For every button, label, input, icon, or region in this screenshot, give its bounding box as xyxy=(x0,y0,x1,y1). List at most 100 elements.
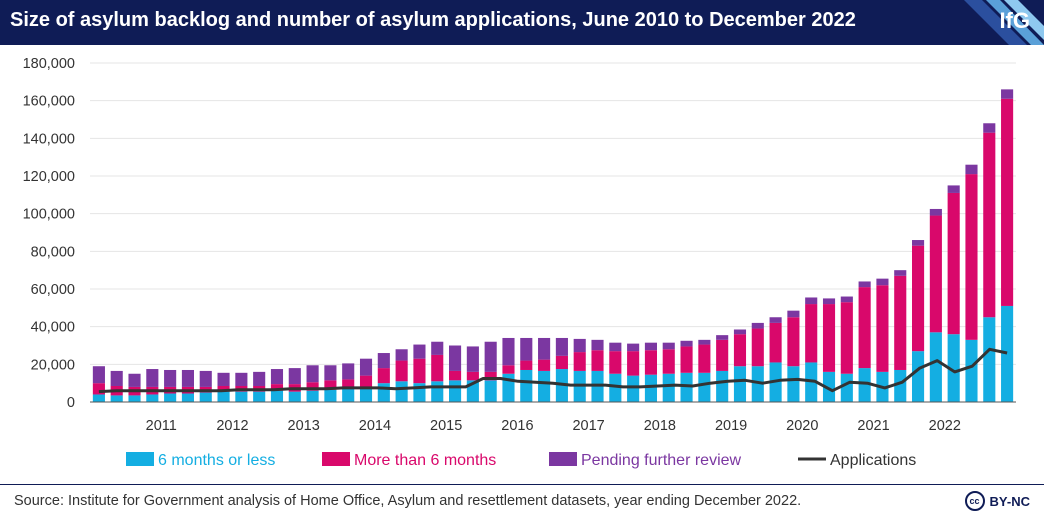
brand-stripes-icon xyxy=(964,0,1044,45)
y-tick-label: 120,000 xyxy=(23,169,75,185)
bar-pending-further-review xyxy=(217,372,230,386)
x-tick-label: 2021 xyxy=(857,418,889,434)
applications-line xyxy=(98,347,1008,394)
bar-6-months-or-less xyxy=(128,395,141,402)
bar-more-than-6-months xyxy=(431,354,444,382)
bar-6-months-or-less xyxy=(110,395,123,402)
legend-label: Pending further review xyxy=(581,452,742,469)
x-tick-label: 2020 xyxy=(786,418,818,434)
bar-6-months-or-less xyxy=(306,390,319,402)
bar-pending-further-review xyxy=(288,368,301,385)
chart-area: 0 20,000 40,000 60,000 80,000 100,000 120,000 1… xyxy=(23,56,1016,469)
bar-more-than-6-months xyxy=(822,304,836,372)
bar-pending-further-review xyxy=(199,370,212,387)
bar-6-months-or-less xyxy=(377,383,390,402)
bar-more-than-6-months xyxy=(680,346,693,373)
bar-pending-further-review xyxy=(449,345,462,371)
bar-6-months-or-less xyxy=(965,339,978,402)
bar-more-than-6-months xyxy=(217,385,230,392)
bar-6-months-or-less xyxy=(217,391,230,402)
bar-pending-further-review xyxy=(181,369,194,387)
bar-more-than-6-months xyxy=(787,317,800,367)
bar-more-than-6-months xyxy=(520,360,533,370)
bar-pending-further-review xyxy=(983,123,996,133)
bar-6-months-or-less xyxy=(698,372,711,402)
y-tick-label: 60,000 xyxy=(31,282,75,298)
y-tick-label: 140,000 xyxy=(23,131,75,147)
brand-logo: IfG xyxy=(999,8,1030,33)
legend-swatch xyxy=(322,452,350,466)
bar-pending-further-review xyxy=(502,337,515,366)
bar-pending-further-review xyxy=(359,358,373,376)
title-bar: Size of asylum backlog and number of asy… xyxy=(0,0,1044,45)
bar-pending-further-review xyxy=(573,338,586,353)
bar-pending-further-review xyxy=(805,297,818,305)
bar-pending-further-review xyxy=(609,342,622,352)
bar-6-months-or-less xyxy=(484,380,497,402)
bar-more-than-6-months xyxy=(377,368,390,384)
x-tick-label: 2017 xyxy=(572,418,604,434)
bar-pending-further-review xyxy=(235,372,248,386)
bar-6-months-or-less xyxy=(92,394,105,402)
bar-6-months-or-less xyxy=(253,391,266,402)
legend-label: More than 6 months xyxy=(354,452,496,469)
bar-pending-further-review xyxy=(306,365,319,383)
bar-more-than-6-months xyxy=(627,351,640,376)
bar-pending-further-review xyxy=(716,335,729,340)
bar-pending-further-review xyxy=(591,339,604,351)
x-tick-label: 2011 xyxy=(146,418,177,434)
bar-6-months-or-less xyxy=(395,381,408,402)
bar-pending-further-review xyxy=(342,363,355,380)
bar-pending-further-review xyxy=(164,369,177,387)
bar-pending-further-review xyxy=(128,373,141,387)
bar-pending-further-review xyxy=(858,281,871,288)
bar-pending-further-review xyxy=(751,322,764,329)
x-tick-label: 2018 xyxy=(644,418,676,434)
bar-more-than-6-months xyxy=(609,351,622,374)
bar-6-months-or-less xyxy=(270,390,284,402)
bar-6-months-or-less xyxy=(627,375,640,402)
bar-pending-further-review xyxy=(431,341,444,355)
bar-pending-further-review xyxy=(270,369,284,385)
bar-6-months-or-less xyxy=(288,391,301,402)
bar-6-months-or-less xyxy=(840,373,853,402)
bar-pending-further-review xyxy=(520,337,533,361)
footer-divider xyxy=(0,484,1044,485)
bar-more-than-6-months xyxy=(449,370,462,381)
bar-6-months-or-less xyxy=(1001,305,1014,402)
bar-pending-further-review xyxy=(769,317,782,323)
bar-more-than-6-months xyxy=(359,375,373,387)
bar-more-than-6-months xyxy=(965,174,978,340)
y-tick-label: 40,000 xyxy=(31,320,75,336)
bar-pending-further-review xyxy=(92,366,105,384)
bar-more-than-6-months xyxy=(538,359,551,371)
y-tick-label: 0 xyxy=(67,395,75,411)
x-tick-label: 2015 xyxy=(430,418,462,434)
bar-pending-further-review xyxy=(395,349,408,361)
bar-pending-further-review xyxy=(876,278,889,286)
x-tick-label: 2012 xyxy=(216,418,248,434)
bar-6-months-or-less xyxy=(733,366,747,402)
bar-6-months-or-less xyxy=(751,366,764,402)
bar-6-months-or-less xyxy=(929,332,942,402)
bar-6-months-or-less xyxy=(449,380,462,402)
legend-label: Applications xyxy=(830,452,916,469)
bar-pending-further-review xyxy=(787,310,800,318)
bar-more-than-6-months xyxy=(929,215,942,333)
bar-more-than-6-months xyxy=(716,339,729,371)
bar-6-months-or-less xyxy=(164,393,177,402)
bar-pending-further-review xyxy=(146,369,159,387)
bar-more-than-6-months xyxy=(591,350,604,371)
bar-6-months-or-less xyxy=(431,381,444,402)
bar-pending-further-review xyxy=(627,343,640,352)
bar-6-months-or-less xyxy=(716,370,729,402)
bar-6-months-or-less xyxy=(662,373,675,402)
bar-pending-further-review xyxy=(929,208,942,216)
bar-more-than-6-months xyxy=(947,192,960,335)
bar-more-than-6-months xyxy=(484,371,497,381)
bar-more-than-6-months xyxy=(466,371,479,381)
legend-label: 6 months or less xyxy=(158,452,275,469)
bar-pending-further-review xyxy=(538,337,551,360)
bar-more-than-6-months xyxy=(395,360,408,382)
bar-pending-further-review xyxy=(253,371,266,386)
